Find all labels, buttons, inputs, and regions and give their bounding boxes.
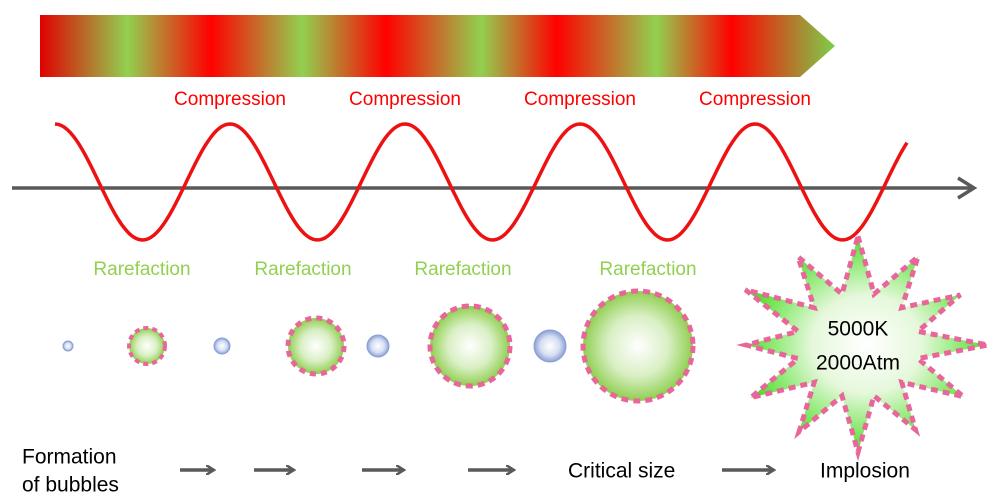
rarefaction-label: Rarefaction — [254, 259, 351, 280]
stage-label: of bubbles — [22, 474, 119, 497]
rarefaction-label: Rarefaction — [93, 259, 190, 280]
rarefaction-label: Rarefaction — [599, 259, 696, 280]
bubbles — [62, 288, 696, 404]
pressure: 2000Atm — [816, 352, 900, 375]
pressure-band — [40, 15, 835, 77]
growing-bubble — [285, 315, 347, 377]
small-bubble — [62, 340, 74, 352]
growing-bubble — [127, 326, 167, 366]
small-bubble — [533, 329, 567, 363]
critical-bubble — [580, 288, 696, 404]
compression-label: Compression — [174, 89, 286, 110]
compression-label: Compression — [349, 89, 461, 110]
temperature: 5000K — [828, 318, 889, 341]
rarefaction-label: Rarefaction — [414, 259, 511, 280]
implosion-burst — [736, 226, 989, 462]
compression-label: Compression — [699, 89, 811, 110]
growing-bubble — [427, 303, 513, 389]
stage-label: Formation — [22, 446, 117, 469]
small-bubble — [213, 337, 231, 355]
sound-wave — [54, 122, 909, 242]
small-bubble — [366, 334, 390, 358]
stage-label: Critical size — [568, 460, 675, 483]
axis-arrowhead — [957, 176, 978, 200]
compression-label: Compression — [524, 89, 636, 110]
stage-label: Implosion — [820, 460, 910, 483]
